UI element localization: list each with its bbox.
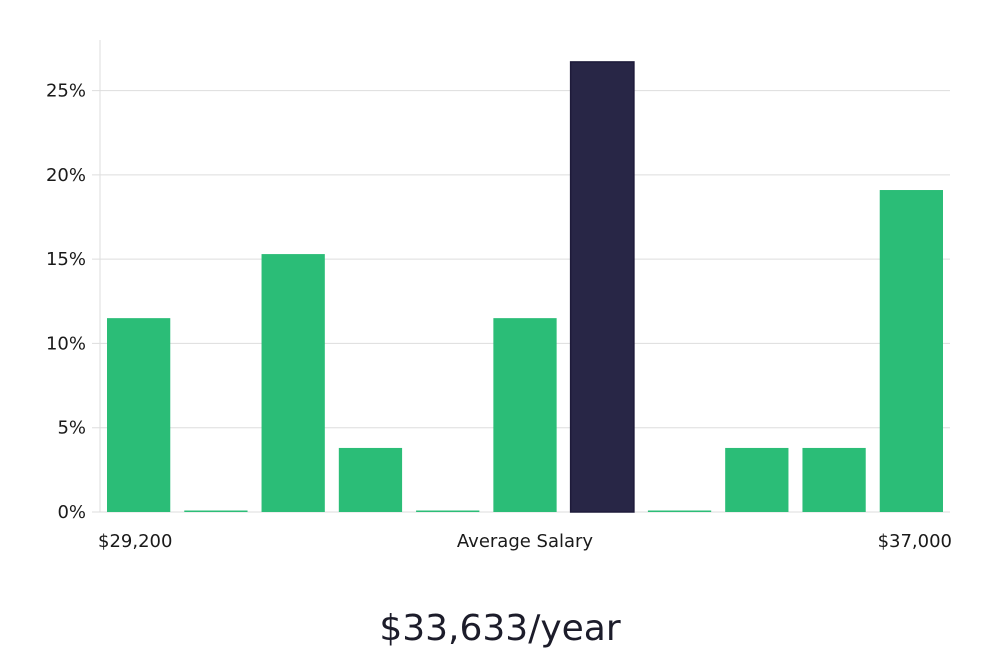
bar xyxy=(725,447,789,512)
y-tick-label: 20% xyxy=(46,165,86,186)
x-axis-max-label: $37,000 xyxy=(878,531,952,552)
bar-highlighted xyxy=(569,61,635,513)
y-tick-label: 0% xyxy=(57,502,86,523)
x-axis-center-label: Average Salary xyxy=(457,531,594,552)
y-axis-tick-labels: 0% 5% 10% 15% 20% 25% xyxy=(46,81,86,523)
bar xyxy=(261,254,325,513)
bar xyxy=(879,190,943,512)
bar xyxy=(493,318,557,512)
y-tick-label: 25% xyxy=(46,81,86,102)
bar xyxy=(107,318,171,512)
bar xyxy=(416,510,480,512)
bar xyxy=(338,447,403,512)
bar xyxy=(184,510,248,512)
bar xyxy=(802,447,866,512)
bar xyxy=(647,510,712,512)
bars xyxy=(107,61,943,513)
average-salary-value: $33,633/year xyxy=(379,608,621,649)
y-tick-label: 15% xyxy=(46,249,86,270)
x-axis-min-label: $29,200 xyxy=(98,531,172,552)
salary-histogram-chart: 0%5%10%15%20%25% $29,200 Average Salary … xyxy=(46,40,952,552)
y-tick-label: 5% xyxy=(57,418,86,439)
y-tick-label: 10% xyxy=(46,333,86,354)
